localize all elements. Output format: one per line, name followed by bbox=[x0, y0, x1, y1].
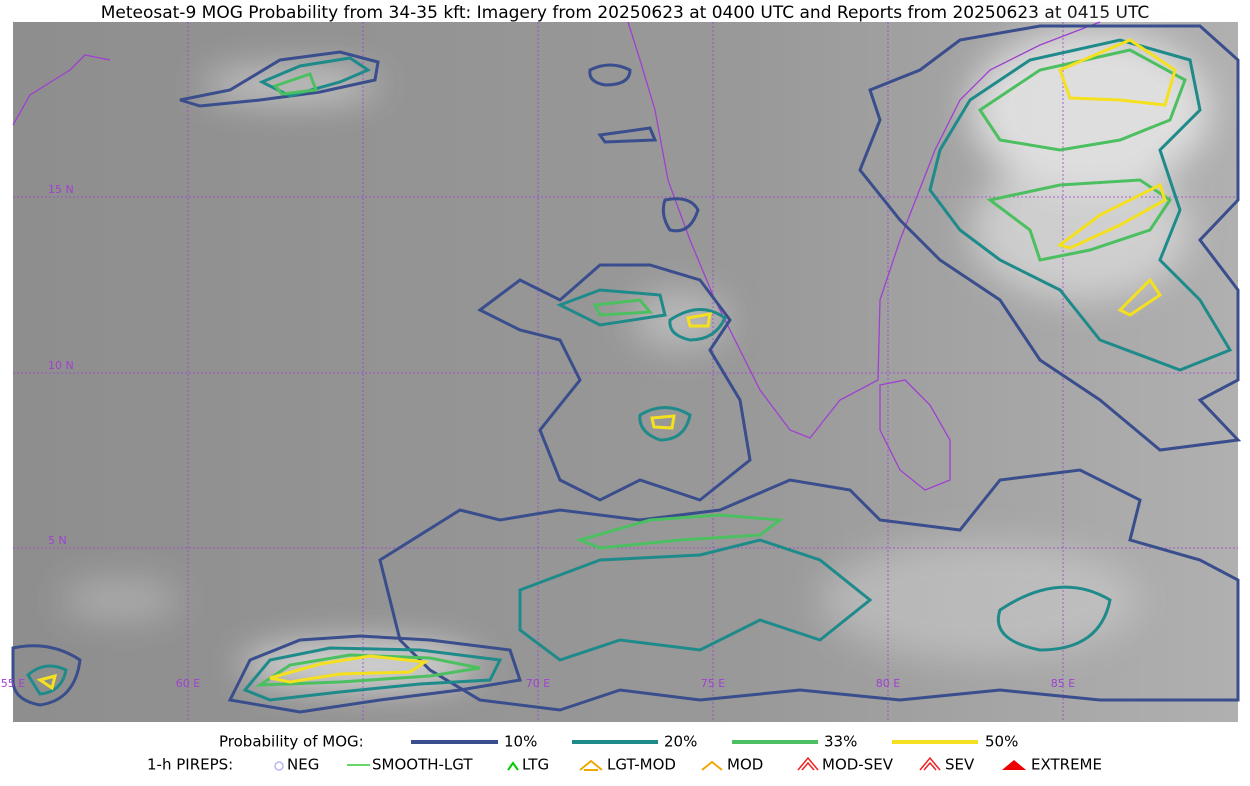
legend-label: MOD bbox=[727, 756, 763, 774]
legend-label: NEG bbox=[287, 756, 319, 774]
lon-label: 60 E bbox=[176, 677, 200, 690]
lon-label: 75 E bbox=[701, 677, 725, 690]
legend-label: 50% bbox=[985, 733, 1018, 751]
legend-label: 10% bbox=[504, 733, 537, 751]
lat-label: 5 N bbox=[48, 534, 67, 547]
legend: Probability of MOG: 10% 20% 33% 50% 1-h … bbox=[147, 733, 1102, 774]
lon-label: 70 E bbox=[526, 677, 550, 690]
legend-label: LGT-MOD bbox=[607, 756, 676, 774]
lat-label: 15 N bbox=[48, 183, 74, 196]
legend-title: 1-h PIREPS: bbox=[147, 756, 233, 774]
legend-label: MOD-SEV bbox=[822, 756, 894, 774]
legend-title: Probability of MOG: bbox=[219, 733, 364, 751]
legend-label: EXTREME bbox=[1031, 756, 1102, 774]
lat-label: 10 N bbox=[48, 359, 74, 372]
map: 15 N 10 N 5 N 55 E 60 E 70 E 75 E 80 E 8… bbox=[1, 21, 1242, 722]
legend-label: 20% bbox=[664, 733, 697, 751]
legend-label: 33% bbox=[824, 733, 857, 751]
legend-label: SMOOTH-LGT bbox=[372, 756, 473, 774]
legend-label: LTG bbox=[522, 756, 549, 774]
lon-label: 85 E bbox=[1051, 677, 1075, 690]
lon-label: 80 E bbox=[876, 677, 900, 690]
contours bbox=[11, 24, 1242, 714]
grid-lines bbox=[13, 22, 1238, 722]
legend-label: SEV bbox=[945, 756, 975, 774]
lon-label: 55 E bbox=[1, 677, 25, 690]
title: Meteosat-9 MOG Probability from 34-35 kf… bbox=[101, 3, 1150, 23]
